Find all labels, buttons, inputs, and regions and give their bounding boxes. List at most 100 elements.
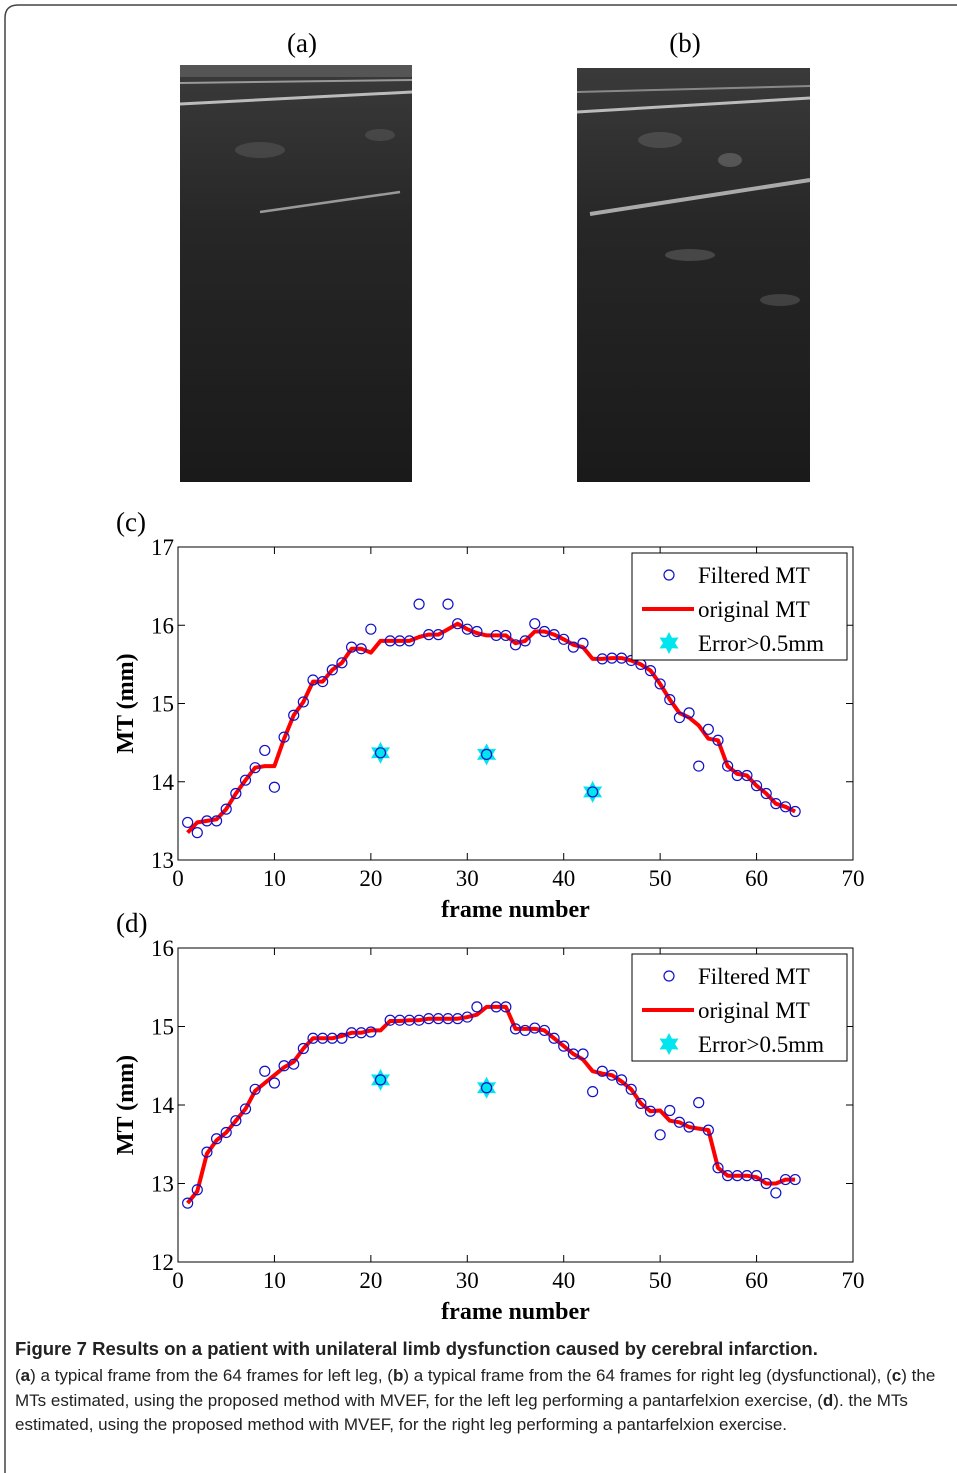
- x-tick-label: 0: [172, 866, 184, 891]
- x-tick-label: 60: [745, 1268, 768, 1293]
- point: [480, 748, 493, 760]
- x-tick-label: 10: [263, 1268, 286, 1293]
- point: [500, 629, 512, 642]
- point: [635, 1097, 647, 1110]
- point: [500, 1001, 512, 1013]
- ultrasound-image-a: [179, 65, 413, 482]
- legend-label: Error>0.5mm: [698, 1032, 824, 1057]
- point: [326, 664, 338, 676]
- point: [210, 1133, 223, 1145]
- x-tick-label: 40: [552, 866, 575, 891]
- legend-label: Filtered MT: [698, 964, 810, 989]
- point: [683, 1121, 695, 1133]
- point: [673, 1116, 686, 1128]
- caption-text: d: [822, 1390, 834, 1410]
- caption-text: ) a typical frame from the 64 frames for…: [403, 1366, 892, 1385]
- caption-title: Figure 7 Results on a patient with unila…: [15, 1338, 818, 1359]
- point: [210, 815, 223, 827]
- point: [182, 816, 194, 829]
- point: [702, 723, 714, 735]
- y-axis-label: MT (mm): [113, 1055, 139, 1155]
- y-axis-label: MT (mm): [113, 653, 139, 753]
- point: [249, 762, 261, 774]
- legend-label: Error>0.5mm: [698, 631, 824, 656]
- point: [477, 1076, 497, 1099]
- point: [693, 1097, 705, 1109]
- caption-body: (a) a typical frame from the 64 frames f…: [15, 1364, 950, 1438]
- y-tick-label: 16: [151, 613, 174, 638]
- point: [779, 801, 792, 813]
- point: [288, 1058, 300, 1070]
- x-tick-label: 60: [745, 866, 768, 891]
- legend-swatch: [659, 1033, 679, 1055]
- point: [355, 643, 367, 655]
- point: [480, 1082, 493, 1094]
- point: [577, 1048, 589, 1060]
- point: [722, 760, 734, 772]
- point: [606, 1069, 618, 1081]
- legend-swatch: [663, 970, 675, 982]
- point: [413, 598, 425, 610]
- y-tick-label: 15: [151, 1015, 174, 1040]
- point: [577, 637, 589, 649]
- point: [509, 639, 522, 651]
- point: [268, 1077, 281, 1089]
- point: [239, 774, 252, 786]
- point: [683, 707, 695, 719]
- point: [471, 625, 483, 638]
- point: [477, 743, 497, 766]
- point: [191, 827, 203, 839]
- y-tick-label: 17: [151, 535, 174, 560]
- point: [789, 1173, 801, 1186]
- caption-text: a: [20, 1366, 31, 1385]
- panel-label: (b): [669, 28, 700, 58]
- point: [365, 1026, 377, 1038]
- point: [220, 803, 232, 815]
- point: [702, 1124, 714, 1136]
- point: [365, 623, 377, 635]
- point: [529, 618, 541, 630]
- x-tick-label: 50: [649, 866, 672, 891]
- point: [654, 1129, 666, 1141]
- point: [587, 786, 599, 798]
- point: [583, 780, 603, 803]
- x-tick-label: 0: [172, 1268, 184, 1293]
- x-tick-label: 40: [552, 1268, 575, 1293]
- point: [249, 1083, 261, 1095]
- point: [374, 1074, 387, 1086]
- legend-swatch: [663, 569, 675, 581]
- legend-swatch: [659, 632, 679, 654]
- point: [664, 693, 676, 706]
- y-tick-label: 14: [151, 770, 175, 795]
- point: [201, 1146, 213, 1158]
- legend-label: original MT: [698, 597, 810, 622]
- point: [558, 633, 570, 645]
- point: [288, 709, 300, 721]
- point: [220, 1126, 232, 1139]
- caption-text: c: [891, 1366, 902, 1385]
- ultrasound-image-b: [576, 68, 811, 482]
- point: [317, 675, 329, 688]
- caption-text: b: [392, 1366, 404, 1385]
- point: [230, 1115, 242, 1127]
- point: [558, 1040, 570, 1052]
- x-tick-label: 20: [359, 1268, 382, 1293]
- x-axis-label: frame number: [441, 897, 590, 923]
- point: [519, 635, 531, 647]
- point: [452, 618, 464, 630]
- x-tick-label: 70: [842, 1268, 865, 1293]
- point: [567, 641, 579, 653]
- point: [471, 1001, 483, 1013]
- point: [336, 1032, 348, 1044]
- figure-border: [4, 4, 957, 1473]
- point: [259, 1065, 271, 1077]
- caption-text: ) the MTs estimated, using the proposed …: [15, 1366, 936, 1410]
- y-tick-label: 15: [151, 692, 174, 717]
- point: [371, 741, 390, 764]
- point: [278, 731, 290, 743]
- x-tick-label: 10: [263, 866, 286, 891]
- point: [191, 1184, 203, 1196]
- point: [297, 696, 309, 708]
